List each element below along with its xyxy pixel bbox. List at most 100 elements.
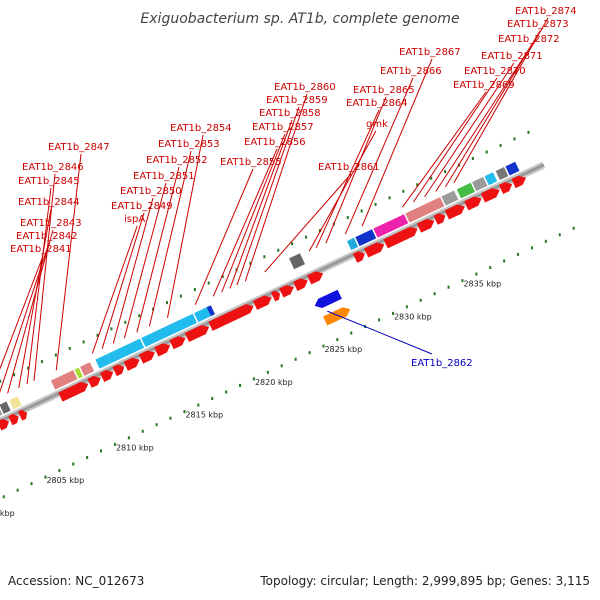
outer-tick-mark (513, 137, 516, 141)
gene-label: EAT1b_2856 (244, 137, 306, 148)
leader-line (221, 133, 286, 293)
scale-tick-mark (211, 397, 214, 401)
scale-tick-mark (58, 469, 61, 473)
gene-arrow (433, 213, 446, 225)
leader-line (325, 96, 387, 244)
outer-tick-mark (138, 314, 141, 318)
gene-arrow (184, 325, 210, 343)
scale-label: 2800 kbp (0, 509, 15, 518)
leader-line (236, 106, 300, 286)
gene-label: EAT1b_2873 (507, 19, 569, 30)
track-segment (373, 214, 409, 238)
scale-tick-mark (433, 292, 436, 296)
leader-line (361, 58, 433, 227)
leader-line (0, 255, 44, 370)
outer-tick-mark (166, 301, 169, 305)
scale-label: 2820 kbp (255, 378, 293, 387)
scale-tick-mark (197, 403, 200, 407)
gene-arrow (138, 350, 155, 364)
scale-tick-mark (530, 246, 533, 250)
track-segment (405, 197, 445, 223)
scale-tick-mark (100, 449, 103, 453)
outer-tick-mark (318, 229, 321, 233)
outer-tick-mark (485, 150, 488, 154)
gene-arrow (58, 382, 89, 402)
rna-feature-minus (323, 307, 351, 326)
gene-label: EAT1b_2872 (498, 34, 560, 45)
leader-line (91, 225, 138, 354)
leader-line (212, 148, 278, 297)
outer-tick-mark (124, 320, 127, 324)
outer-tick-mark (388, 196, 391, 200)
gene-label: EAT1b_2843 (20, 218, 82, 229)
scale-tick-mark (419, 298, 422, 302)
scale-tick-mark (16, 488, 19, 492)
gene-arrow (511, 175, 527, 189)
outer-tick-mark (416, 183, 419, 187)
scale-tick-mark (183, 410, 186, 414)
track-segment (95, 354, 111, 369)
outer-tick-mark (13, 373, 16, 377)
gene-arrow (99, 370, 114, 382)
leader-line (33, 173, 56, 381)
scale-tick-mark (86, 455, 89, 459)
scale-tick-mark (225, 390, 228, 394)
outer-tick-mark (277, 248, 280, 252)
leader-line (123, 182, 167, 339)
outer-tick-mark (82, 340, 85, 344)
gene-arrow (0, 418, 9, 431)
leader-line (435, 45, 532, 192)
gene-arrow (270, 290, 281, 302)
gene-arrow (154, 343, 171, 357)
gene-arrow (112, 364, 125, 377)
gene-label: EAT1b_2844 (18, 197, 80, 208)
gene-label: EAT1b_2853 (158, 139, 220, 150)
leader-line (453, 17, 549, 184)
gene-arrow (444, 204, 465, 220)
genome-title: Exiguobacterium sp. AT1b, complete genom… (140, 11, 459, 27)
leader-line (445, 30, 541, 188)
outer-tick-mark (0, 379, 2, 383)
gene-arrow (480, 188, 500, 203)
outer-tick-mark (499, 143, 502, 147)
outer-tick-mark (249, 261, 252, 265)
gene-arrow-minus (314, 289, 342, 308)
leader-line (401, 91, 487, 208)
gene-arrow (383, 226, 418, 249)
track-segment (505, 161, 520, 176)
scale-tick-mark (336, 338, 339, 342)
scale-tick-mark (30, 482, 33, 486)
outer-tick-mark (471, 157, 474, 161)
gene-arrow (464, 196, 482, 211)
outer-tick-mark (444, 170, 447, 174)
gene-label: EAT1b_2841 (10, 244, 72, 255)
topology-text: Topology: circular; Length: 2,999,895 bp… (260, 574, 590, 588)
gene-label: EAT1b_2870 (464, 66, 526, 77)
outer-tick-mark (110, 327, 113, 331)
leader-line (112, 197, 154, 344)
gene-arrows (0, 175, 527, 431)
track-segment (495, 167, 509, 181)
gene-label: EAT1b_2866 (380, 66, 442, 77)
leader-line (26, 187, 52, 385)
gene-label: EAT1b_2867 (399, 47, 461, 58)
gene-arrow (498, 182, 513, 195)
scale-tick-mark (405, 305, 408, 309)
gene-label: ispA (124, 214, 145, 225)
leader-line (55, 153, 82, 371)
track-segment (441, 190, 459, 206)
gene-label: EAT1b_2857 (252, 122, 314, 133)
track-segment (74, 367, 83, 379)
gene-label: EAT1b_2871 (481, 51, 543, 62)
accession-text: Accession: NC_012673 (8, 574, 145, 588)
gene-arrow (364, 242, 385, 258)
outer-tick-mark (27, 366, 30, 370)
track-segment (355, 229, 377, 247)
gene-label: EAT1b_2865 (353, 85, 415, 96)
gene-arrow (169, 336, 186, 350)
scale-label: 2835 kbp (463, 280, 501, 289)
outer-tick-mark (96, 333, 99, 337)
scale-tick-mark (447, 285, 450, 289)
leader-line (315, 109, 380, 249)
